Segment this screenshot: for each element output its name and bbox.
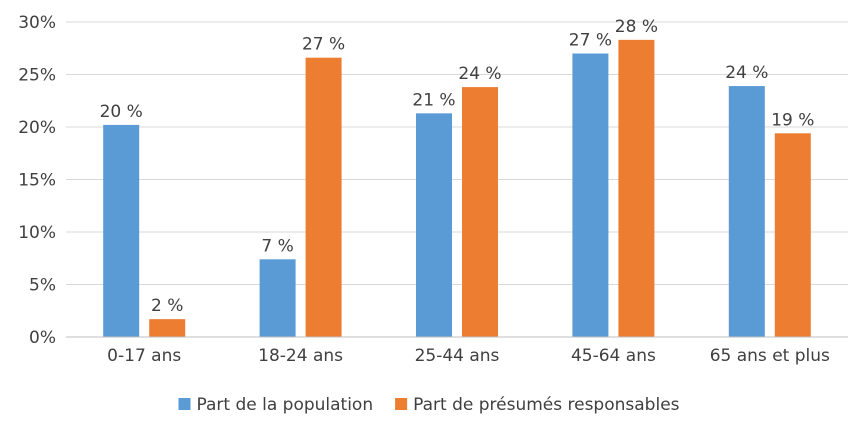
legend-label: Part de présumés responsables	[413, 395, 680, 415]
y-tick-label: 20%	[18, 118, 56, 138]
legend-swatch	[178, 398, 191, 410]
x-tick-label: 65 ans et plus	[710, 346, 830, 366]
legend-item-part-de-presumes-responsables: Part de présumés responsables	[395, 395, 680, 415]
data-label-part-de-presumes-responsables-25-44-ans: 24 %	[458, 64, 501, 84]
data-label-part-de-presumes-responsables-45-64-ans: 28 %	[615, 17, 658, 37]
bar-part-de-la-population-65-ans-et-plus	[728, 86, 765, 337]
x-tick-label: 45-64 ans	[571, 346, 656, 366]
bar-part-de-presumes-responsables-65-ans-et-plus	[774, 133, 811, 337]
legend: Part de la population Part de présumés re…	[178, 395, 680, 415]
data-label-part-de-presumes-responsables-0-17-ans: 2 %	[151, 296, 183, 316]
bar-part-de-presumes-responsables-25-44-ans	[462, 87, 498, 337]
x-tick-label: 18-24 ans	[258, 346, 343, 366]
y-axis: 0% 5% 10% 15% 20% 25% 30%	[18, 13, 56, 348]
y-tick-label: 0%	[29, 328, 56, 348]
y-tick-label: 30%	[18, 13, 56, 33]
bar-part-de-presumes-responsables-45-64-ans	[618, 39, 655, 337]
x-tick-label: 0-17 ans	[107, 346, 181, 366]
data-label-part-de-presumes-responsables-18-24-ans: 27 %	[302, 35, 345, 55]
data-label-part-de-la-population-18-24-ans: 7 %	[261, 236, 293, 256]
bar-part-de-la-population-45-64-ans	[572, 53, 609, 337]
y-tick-label: 10%	[18, 223, 56, 243]
bar-part-de-presumes-responsables-18-24-ans	[305, 57, 342, 337]
x-tick-label: 25-44 ans	[415, 346, 500, 366]
data-label-part-de-presumes-responsables-65-ans-et-plus: 19 %	[771, 110, 814, 130]
data-label-part-de-la-population-25-44-ans: 21 %	[412, 90, 455, 110]
bar-part-de-la-population-25-44-ans	[416, 113, 452, 337]
legend-swatch	[395, 398, 408, 410]
legend-item-part-de-la-population: Part de la population	[178, 395, 373, 415]
legend-label: Part de la population	[196, 395, 373, 415]
data-label-part-de-la-population-45-64-ans: 27 %	[569, 31, 612, 51]
gridlines	[66, 21, 848, 285]
bar-part-de-la-population-0-17-ans	[103, 124, 140, 338]
y-tick-label: 25%	[18, 66, 56, 86]
x-axis: 0-17 ans 18-24 ans 25-44 ans 45-64 ans 65 an…	[66, 336, 848, 366]
data-label-part-de-la-population-65-ans-et-plus: 24 %	[725, 63, 768, 83]
bars	[103, 39, 811, 338]
data-label-part-de-la-population-0-17-ans: 20 %	[100, 102, 143, 122]
bar-part-de-presumes-responsables-0-17-ans	[149, 319, 186, 337]
y-tick-label: 15%	[18, 171, 56, 191]
data-labels: 20 %2 %7 %27 %21 %24 %27 %28 %24 %19 %	[100, 17, 815, 316]
y-tick-label: 5%	[29, 276, 56, 296]
bar-part-de-la-population-18-24-ans	[259, 259, 296, 337]
